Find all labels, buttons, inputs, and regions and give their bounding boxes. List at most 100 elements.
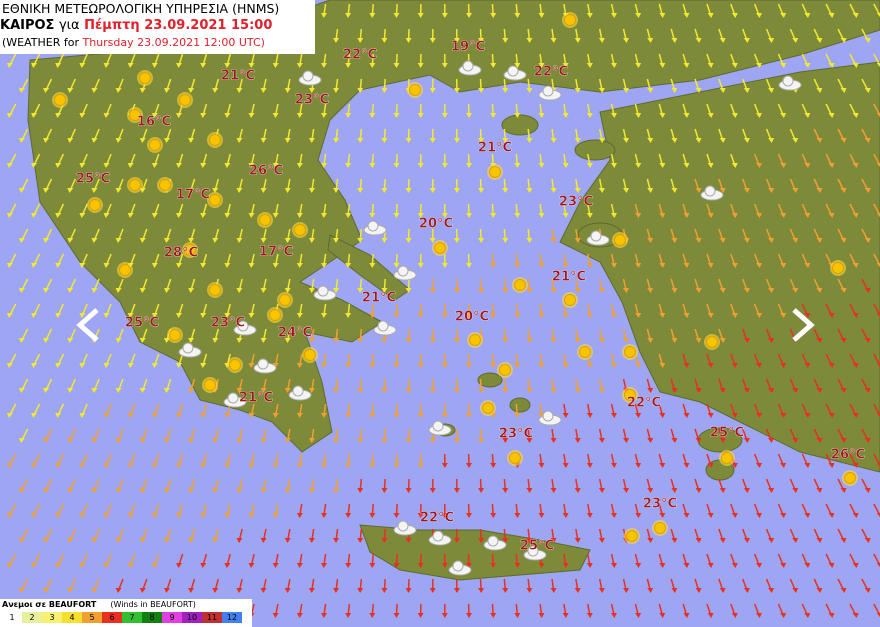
arrow-head: [876, 413, 880, 418]
wind-arrow: [284, 528, 291, 543]
wind-arrow: [429, 278, 436, 293]
wind-arrow: [31, 153, 41, 168]
wind-arrow: [441, 403, 448, 418]
wind-arrow: [188, 178, 196, 193]
wind-arrow: [321, 53, 328, 68]
wind-arrow: [574, 28, 581, 43]
arrow-head: [647, 88, 654, 93]
wind-arrow: [586, 303, 593, 318]
arrow-head: [502, 388, 509, 393]
arrow-head: [55, 463, 62, 468]
wind-arrow: [272, 153, 279, 168]
arrow-head: [151, 63, 158, 68]
arrow-head: [526, 488, 533, 493]
arrow-head: [345, 363, 352, 368]
arrow-head: [321, 213, 328, 218]
arrow-head: [333, 238, 340, 243]
wind-arrow: [103, 153, 112, 168]
wind-arrow: [6, 103, 17, 118]
wind-arrow: [127, 303, 136, 318]
wind-arrow: [490, 203, 497, 218]
wind-arrow: [490, 503, 497, 518]
wind-arrow: [730, 253, 738, 268]
wind-arrow: [272, 453, 279, 468]
arrow-head: [224, 263, 231, 268]
arrow-head: [743, 438, 750, 443]
arrow-head: [321, 313, 328, 318]
arrow-head: [695, 88, 702, 93]
wind-arrow: [478, 478, 485, 493]
legend-title-greek: Ανεμοι σε BEAUFORT: [2, 600, 97, 609]
wind-arrow: [381, 178, 388, 193]
arrow-head: [188, 488, 195, 493]
wind-arrow: [753, 553, 762, 568]
wind-arrow: [861, 178, 871, 193]
arrow-head: [478, 238, 485, 243]
wind-arrow: [296, 253, 303, 268]
wind-arrow: [849, 3, 859, 18]
arrow-head: [490, 263, 497, 268]
wind-arrow: [296, 453, 303, 468]
arrow-head: [127, 513, 134, 518]
island: [477, 372, 503, 388]
arrow-head: [755, 513, 762, 518]
arrow-head: [224, 413, 231, 418]
wind-arrow: [31, 103, 41, 118]
arrow-head: [828, 313, 835, 318]
wind-arrow: [79, 203, 88, 218]
wind-arrow: [441, 3, 448, 18]
wind-arrow: [502, 228, 509, 243]
wind-arrow: [789, 28, 799, 43]
wind-arrow: [526, 228, 533, 243]
arrow-head: [840, 588, 847, 593]
wind-arrow: [6, 353, 17, 368]
sun: [654, 522, 666, 534]
wind-arrow: [682, 103, 690, 118]
wind-arrow: [526, 278, 533, 293]
wind-arrow: [67, 228, 76, 243]
arrow-head: [562, 363, 569, 368]
arrow-head: [188, 138, 195, 143]
wind-arrow: [345, 553, 352, 568]
cloud-top: [590, 230, 602, 242]
wind-arrow: [670, 578, 678, 593]
arrow-head: [550, 38, 557, 43]
previous-button[interactable]: [76, 308, 99, 342]
wind-arrow: [837, 478, 847, 493]
wind-arrow: [706, 503, 714, 518]
wind-arrow: [163, 278, 172, 293]
wind-arrow: [742, 578, 750, 593]
arrow-head: [598, 388, 605, 393]
wind-arrow: [333, 578, 340, 593]
arrow-head: [550, 188, 557, 193]
wind-arrow: [91, 228, 100, 243]
arrow-head: [610, 63, 617, 68]
arrow-head: [151, 363, 158, 368]
wind-arrow: [765, 128, 775, 143]
arrow-head: [538, 13, 545, 18]
temperature-label: 23°C: [643, 497, 677, 512]
wind-arrow: [550, 328, 557, 343]
arrow-head: [780, 413, 787, 418]
arrow-head: [357, 238, 364, 243]
wind-arrow: [188, 478, 196, 493]
arrow-head: [163, 538, 170, 543]
wind-arrow: [742, 428, 750, 443]
arrow-head: [707, 363, 714, 368]
wind-arrow: [514, 353, 521, 368]
wind-arrow: [694, 528, 702, 543]
next-button[interactable]: [792, 308, 815, 342]
arrow-head: [562, 63, 569, 68]
arrow-head: [514, 13, 521, 18]
arrow-head: [514, 263, 521, 268]
wind-arrow: [441, 53, 448, 68]
wind-arrow: [127, 203, 136, 218]
wind-arrow: [538, 453, 545, 468]
wind-arrow: [284, 178, 291, 193]
wind-arrow: [837, 178, 847, 193]
wind-arrow: [694, 278, 702, 293]
arrow-head: [31, 513, 38, 518]
wind-arrow: [151, 303, 160, 318]
wind-arrow: [139, 528, 148, 543]
arrow-head: [768, 238, 775, 243]
